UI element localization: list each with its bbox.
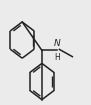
Text: H: H [54,53,60,62]
Text: N: N [54,39,61,48]
